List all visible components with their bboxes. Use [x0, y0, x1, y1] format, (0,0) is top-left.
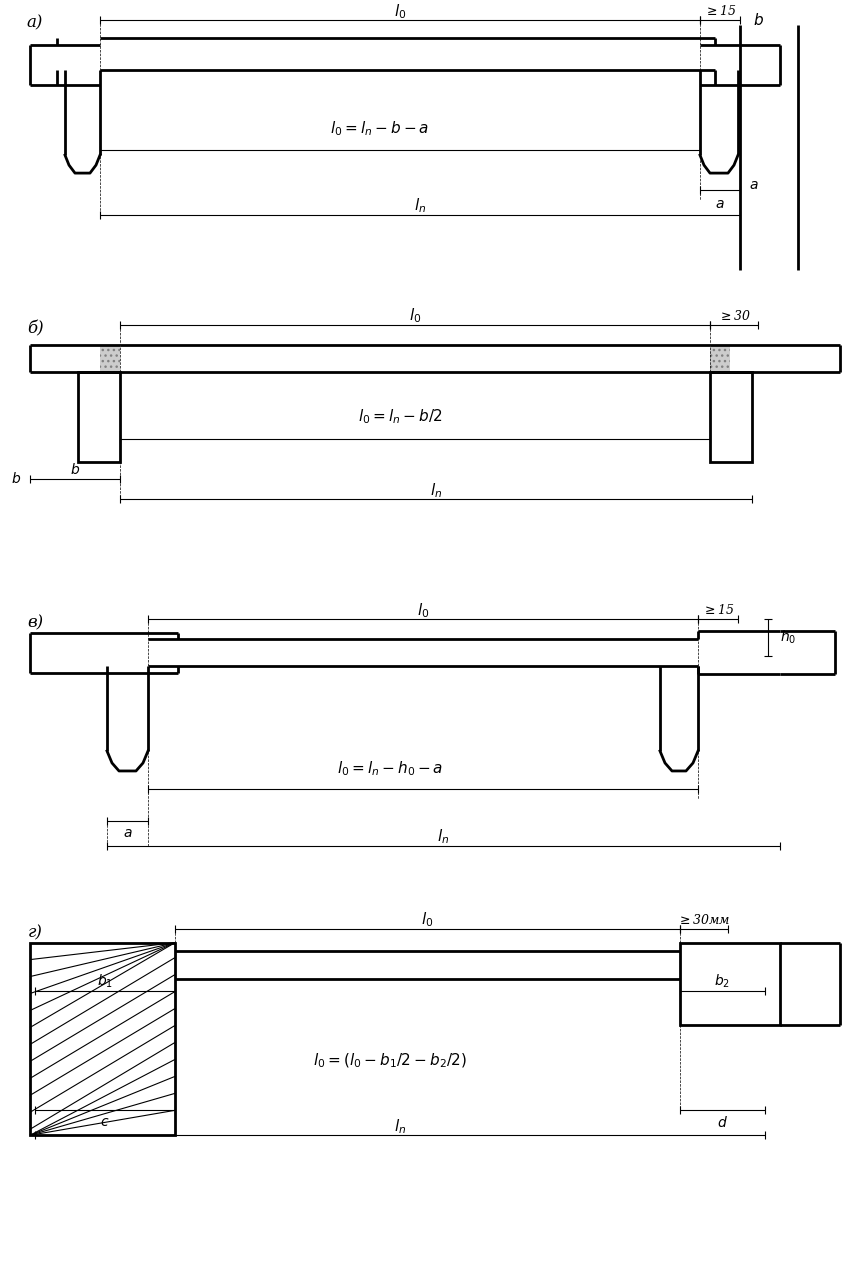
Text: $b$: $b$ — [70, 462, 80, 477]
Text: $\geq$15: $\geq$15 — [704, 4, 736, 18]
Text: $\geq$30мм: $\geq$30мм — [677, 913, 731, 927]
Bar — [30, 943, 175, 1136]
Text: г): г) — [28, 925, 43, 941]
Text: $l_0$: $l_0$ — [409, 307, 421, 325]
Text: $l_n$: $l_n$ — [430, 481, 442, 500]
Text: $b$: $b$ — [753, 13, 764, 28]
Text: $l_0$: $l_0$ — [417, 601, 429, 619]
Bar — [680, 943, 780, 1026]
Bar — [710, 345, 730, 372]
Text: $c$: $c$ — [101, 1115, 109, 1129]
Text: $b_1$: $b_1$ — [97, 973, 113, 990]
Text: $a$: $a$ — [122, 826, 132, 840]
Bar — [710, 372, 752, 462]
Text: $d$: $d$ — [717, 1115, 728, 1129]
Text: $l_0 = l_n - b/2$: $l_0 = l_n - b/2$ — [358, 407, 443, 426]
Text: в): в) — [27, 615, 43, 632]
Text: $\geq$30: $\geq$30 — [718, 308, 751, 322]
Text: б): б) — [27, 320, 43, 338]
Text: $b_2$: $b_2$ — [714, 973, 731, 990]
Text: $l_n$: $l_n$ — [414, 197, 426, 215]
Text: $l_0 = (l_0 - b_1/2 - b_2/2)$: $l_0 = (l_0 - b_1/2 - b_2/2)$ — [313, 1051, 467, 1069]
Text: $h_0$: $h_0$ — [779, 629, 796, 646]
Text: $l_0 = l_n - b - a$: $l_0 = l_n - b - a$ — [331, 119, 430, 138]
Text: $l_n$: $l_n$ — [437, 828, 450, 847]
Text: $a$: $a$ — [715, 197, 725, 211]
Text: $l_0$: $l_0$ — [394, 3, 406, 20]
Text: а): а) — [27, 14, 43, 31]
Text: $b$: $b$ — [11, 471, 21, 486]
Bar — [100, 345, 120, 372]
Bar — [78, 372, 120, 462]
Text: $l_n$: $l_n$ — [394, 1117, 406, 1136]
Text: $l_0$: $l_0$ — [421, 911, 434, 929]
Text: $a$: $a$ — [749, 178, 759, 192]
Text: $l_0 = l_n - h_0 - a$: $l_0 = l_n - h_0 - a$ — [337, 760, 444, 779]
Text: $\geq$15: $\geq$15 — [701, 604, 734, 618]
